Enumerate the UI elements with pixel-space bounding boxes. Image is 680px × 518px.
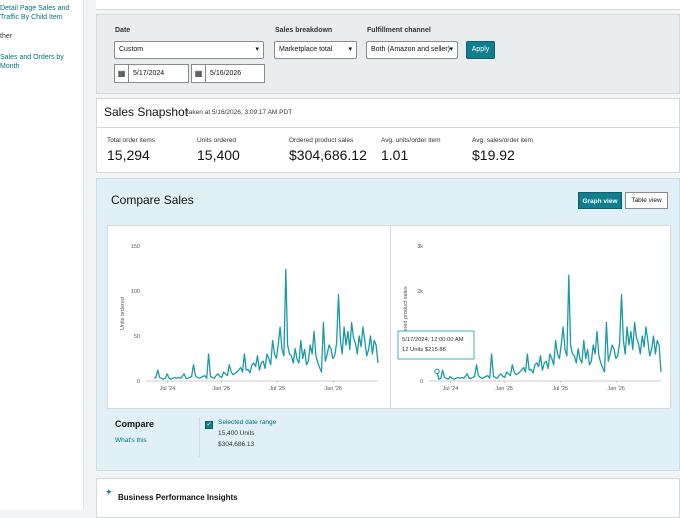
snapshot-title: Sales Snapshot xyxy=(104,105,189,119)
metric-label: Avg. units/order item xyxy=(381,137,441,144)
sidebar-item-label: Sales and Orders by xyxy=(0,54,64,61)
fulfillment-select[interactable]: Both (Amazon and seller) ▾ xyxy=(366,41,458,59)
checkbox-selected-range[interactable]: ✓ xyxy=(205,421,213,429)
chevron-down-icon: ▾ xyxy=(449,46,453,53)
series-line xyxy=(436,274,662,380)
graph-view-button[interactable]: Graph view xyxy=(578,192,622,209)
calendar-icon: ▦ xyxy=(115,65,129,82)
y-axis-title: Ordered product sales xyxy=(403,286,409,341)
metric-value: $19.92 xyxy=(472,147,515,163)
sales-breakdown-label: Sales breakdown xyxy=(275,27,333,34)
selected-range-units: 15,400 Units xyxy=(218,430,255,437)
compare-label: Compare xyxy=(115,419,155,429)
sales-snapshot-panel: Sales Snapshot taken at 5/16/2026, 3:09:… xyxy=(96,98,680,173)
y-tick-label: 3k xyxy=(417,244,423,250)
compare-sales-title: Compare Sales xyxy=(111,193,194,207)
top-strip xyxy=(96,0,680,10)
sidebar-item-sales-orders-by-month[interactable]: Sales and Orders by Month xyxy=(0,53,64,71)
chevron-down-icon: ▾ xyxy=(255,46,259,53)
sidebar: Detail Page Sales and Traffic By Child I… xyxy=(0,0,84,510)
end-date-value: 5/16/2026 xyxy=(210,70,242,77)
tooltip-date: 5/17/2024, 12:00:00 AM xyxy=(402,337,464,343)
fulfillment-value: Both (Amazon and seller) xyxy=(371,46,450,53)
tooltip-detail: 12 Units $215.88 xyxy=(402,347,446,353)
date-label: Date xyxy=(115,27,131,34)
selected-range-label: Selected date range xyxy=(218,419,277,426)
sidebar-item-label: ther xyxy=(0,33,13,40)
start-date-field[interactable]: ▦ 5/17/2024 xyxy=(114,64,189,83)
metric-value: 15,400 xyxy=(197,147,240,163)
y-tick-label: 50 xyxy=(134,334,140,340)
calendar-icon: ▦ xyxy=(192,65,206,82)
metric-label: Avg. sales/order item xyxy=(472,137,533,144)
y-axis-title: Units ordered xyxy=(120,297,126,330)
insights-title[interactable]: Business Performance Insights xyxy=(118,493,238,502)
sidebar-item-label: Month xyxy=(0,63,20,70)
date-select-value: Custom xyxy=(119,46,144,53)
metric-label: Ordered product sales xyxy=(289,137,354,144)
x-tick-label: Jan '25 xyxy=(212,386,230,392)
end-date-field[interactable]: ▦ 5/16/2026 xyxy=(191,64,265,83)
units-ordered-chart: 0 50 100 150 Units ordered Jul '24 Jan '25 Jul … xyxy=(120,244,379,392)
y-tick-label: 100 xyxy=(131,289,140,295)
fulfillment-label: Fulfillment channel xyxy=(367,27,431,34)
metric-value: 1.01 xyxy=(381,147,409,163)
tooltip-box xyxy=(397,330,475,360)
divider xyxy=(97,127,680,128)
sparkle-icon: ✦ xyxy=(105,487,113,497)
sidebar-item-label: Detail Page Sales and xyxy=(0,5,70,12)
x-tick-label: Jul '24 xyxy=(160,386,176,392)
x-tick-label: Jul '25 xyxy=(269,386,285,392)
chevron-down-icon: ▾ xyxy=(348,46,352,53)
sidebar-item-other: ther xyxy=(0,33,12,40)
compare-sales-panel: Compare Sales Graph view Table view 0 50 1… xyxy=(96,178,680,471)
business-insights-panel: ✦ Business Performance Insights xyxy=(96,478,680,518)
metric-label: Units ordered xyxy=(197,137,237,144)
metric-value: $304,686.12 xyxy=(289,147,367,163)
sidebar-item-detail-page-sales[interactable]: Detail Page Sales and Traffic By Child I… xyxy=(0,4,69,22)
y-tick-label: 0 xyxy=(137,379,140,385)
snapshot-timestamp: taken at 5/16/2026, 3:09:17 AM PDT xyxy=(187,109,293,116)
divider xyxy=(390,226,391,408)
x-tick-label: Jul '24 xyxy=(443,386,459,392)
selected-range-sales: $304,686.13 xyxy=(218,441,255,448)
apply-button[interactable]: Apply xyxy=(466,41,495,59)
date-select[interactable]: Custom ▾ xyxy=(114,41,264,59)
main-content: Date Custom ▾ ▦ 5/17/2024 ▦ 5/16/2026 Sa… xyxy=(96,0,680,518)
y-tick-label: 150 xyxy=(131,244,140,250)
sales-breakdown-select[interactable]: Marketplace total ▾ xyxy=(274,41,357,59)
start-date-value: 5/17/2024 xyxy=(133,70,165,77)
tooltip-point xyxy=(434,368,440,375)
selected-range-legend: ✓ Selected date range 15,400 Units $304,… xyxy=(199,417,295,457)
y-tick-label: 0 xyxy=(420,379,423,385)
chart-panel: 0 50 100 150 Units ordered Jul '24 Jan '25 Jul … xyxy=(107,225,671,409)
y-tick-label: 2k xyxy=(417,289,423,295)
x-tick-label: Jan '25 xyxy=(495,386,513,392)
metric-label: Total order items xyxy=(107,137,156,144)
metric-value: 15,294 xyxy=(107,147,150,163)
filter-bar: Date Custom ▾ ▦ 5/17/2024 ▦ 5/16/2026 Sa… xyxy=(96,14,680,94)
sidebar-item-label: Traffic By Child Item xyxy=(0,14,63,21)
x-tick-label: Jan '26 xyxy=(324,386,342,392)
x-tick-label: Jul '25 xyxy=(552,386,568,392)
x-tick-label: Jan '26 xyxy=(607,386,625,392)
whats-this-link[interactable]: What's this xyxy=(115,437,147,444)
table-view-button[interactable]: Table view xyxy=(625,192,668,209)
sales-breakdown-value: Marketplace total xyxy=(279,46,333,53)
series-line xyxy=(153,268,379,380)
